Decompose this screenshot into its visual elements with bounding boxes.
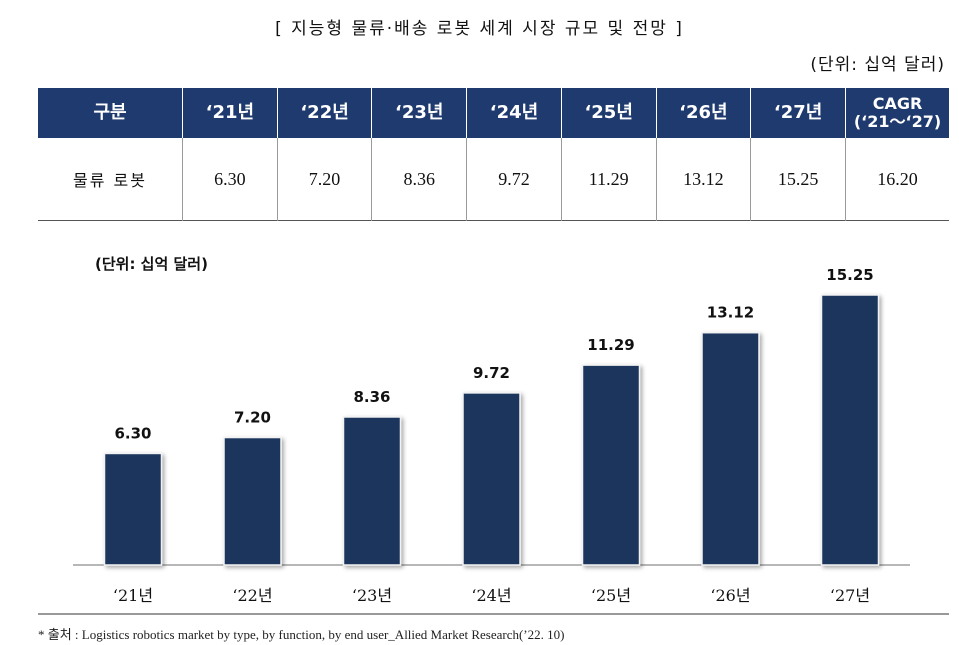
- bar-3: [462, 392, 521, 566]
- cell-2024: 9.72: [466, 138, 562, 221]
- x-tick-label-6: ‘27년: [830, 586, 870, 605]
- x-tick-label-2: ‘23년: [352, 586, 392, 605]
- data-label-5: 13.12: [707, 304, 754, 322]
- header-2022: ‘22년: [276, 88, 372, 138]
- cell-2021: 6.30: [182, 138, 278, 221]
- x-tick-label-4: ‘25년: [591, 586, 631, 605]
- header-2027: ‘27년: [750, 88, 846, 138]
- data-label-4: 11.29: [587, 336, 634, 354]
- bar-2: [342, 416, 402, 566]
- page-title: [ 지능형 물류·배송 로봇 세계 시장 규모 및 전망 ]: [275, 19, 684, 39]
- data-label-6: 15.25: [826, 266, 873, 284]
- header-cagr: CAGR (‘21～‘27): [845, 88, 949, 138]
- bar-6: [820, 294, 880, 566]
- bar-0: [103, 452, 163, 566]
- chart-unit-label: (단위: 십억 달러): [95, 255, 208, 273]
- x-tick-label-5: ‘26년: [710, 586, 750, 605]
- x-tick-label-3: ‘24년: [471, 586, 511, 605]
- data-label-3: 9.72: [473, 364, 510, 382]
- bar-4: [581, 364, 641, 566]
- header-category: 구분: [38, 88, 183, 138]
- cell-2023: 8.36: [371, 138, 467, 221]
- cell-2027: 15.25: [750, 138, 846, 221]
- data-label-2: 8.36: [353, 388, 390, 406]
- header-2024: ‘24년: [466, 88, 562, 138]
- header-2025: ‘25년: [560, 88, 657, 138]
- header-2021: ‘21년: [182, 88, 278, 138]
- header-cagr-line1: CAGR: [872, 93, 923, 113]
- table-unit-label: (단위: 십억 달러): [810, 55, 945, 75]
- header-2023: ‘23년: [371, 88, 467, 138]
- cell-cagr: 16.20: [845, 138, 949, 221]
- header-cagr-line2: (‘21～‘27): [853, 112, 942, 131]
- table-header-row: 구분 ‘21년 ‘22년 ‘23년 ‘24년 ‘25년 ‘26년 ‘27년 CA…: [38, 88, 949, 138]
- data-label-1: 7.20: [234, 409, 271, 427]
- x-tick-label-1: ‘22년: [232, 586, 272, 605]
- data-label-0: 6.30: [114, 424, 151, 442]
- cell-2025: 11.29: [560, 138, 657, 221]
- market-size-table: 구분 ‘21년 ‘22년 ‘23년 ‘24년 ‘25년 ‘26년 ‘27년 CA…: [38, 88, 949, 221]
- source-footnote: * 출처 : Logistics robotics market by type…: [38, 627, 565, 642]
- row-label: 물류 로봇: [73, 171, 147, 190]
- x-tick-label-0: ‘21년: [113, 586, 153, 605]
- bar-5: [701, 331, 760, 566]
- cell-2026: 13.12: [655, 138, 751, 221]
- header-2026: ‘26년: [655, 88, 751, 138]
- bar-1: [223, 436, 282, 566]
- cell-2022: 7.20: [276, 138, 372, 221]
- table-row: 물류 로봇 6.30 7.20 8.36 9.72 11.29 13.12 15…: [38, 138, 949, 221]
